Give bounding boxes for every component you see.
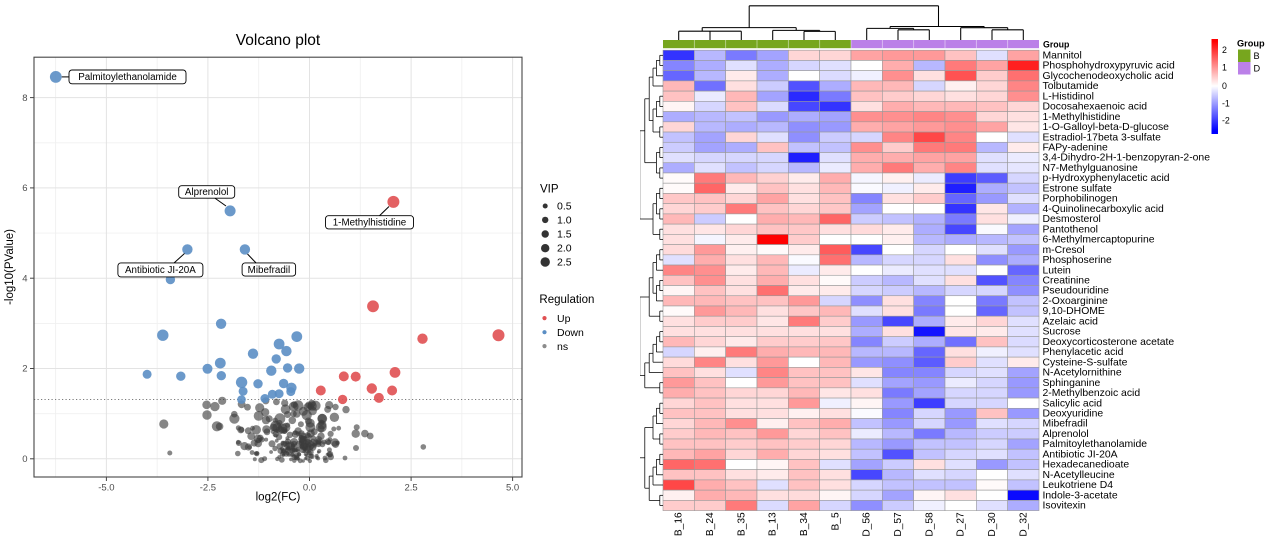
svg-text:4: 4 bbox=[22, 273, 27, 284]
svg-text:1.5: 1.5 bbox=[557, 229, 572, 241]
svg-text:0.0: 0.0 bbox=[303, 483, 316, 494]
svg-text:B: B bbox=[1254, 51, 1260, 61]
svg-text:0.5: 0.5 bbox=[557, 201, 572, 213]
svg-text:log2(FC): log2(FC) bbox=[256, 492, 301, 504]
svg-text:9,10-DHOME: 9,10-DHOME bbox=[1043, 306, 1105, 317]
svg-text:-5.0: -5.0 bbox=[98, 483, 114, 494]
svg-text:Phosphoserine: Phosphoserine bbox=[1043, 255, 1113, 266]
svg-text:ns: ns bbox=[557, 341, 568, 353]
svg-text:N7-Methylguanosine: N7-Methylguanosine bbox=[1043, 163, 1139, 174]
svg-text:6-Methylmercaptopurine: 6-Methylmercaptopurine bbox=[1043, 235, 1155, 246]
svg-text:-2.5: -2.5 bbox=[200, 483, 216, 494]
svg-text:VIP: VIP bbox=[540, 184, 559, 196]
svg-text:Palmitoylethanolamide: Palmitoylethanolamide bbox=[1043, 439, 1148, 450]
svg-text:Tolbutamide: Tolbutamide bbox=[1043, 81, 1099, 92]
svg-text:Phosphohydroxypyruvic acid: Phosphohydroxypyruvic acid bbox=[1043, 61, 1175, 72]
svg-text:Mannitol: Mannitol bbox=[1043, 50, 1082, 61]
svg-text:Isovitexin: Isovitexin bbox=[1043, 501, 1087, 512]
svg-text:Group: Group bbox=[1043, 40, 1070, 50]
svg-text:B_13: B_13 bbox=[768, 512, 779, 536]
svg-text:FAPy-adenine: FAPy-adenine bbox=[1043, 143, 1108, 154]
svg-text:B_5: B_5 bbox=[830, 512, 841, 530]
svg-text:Leukotriene D4: Leukotriene D4 bbox=[1043, 480, 1114, 491]
svg-text:-2: -2 bbox=[1222, 116, 1230, 126]
svg-text:Mibefradil: Mibefradil bbox=[248, 265, 290, 276]
svg-text:B_35: B_35 bbox=[736, 512, 747, 536]
svg-text:Pseudouridine: Pseudouridine bbox=[1043, 286, 1110, 297]
svg-text:2.0: 2.0 bbox=[557, 243, 572, 255]
svg-text:Indole-3-acetate: Indole-3-acetate bbox=[1043, 490, 1118, 501]
svg-text:-1: -1 bbox=[1222, 99, 1230, 109]
svg-text:4-Quinolinecarboxylic acid: 4-Quinolinecarboxylic acid bbox=[1043, 204, 1165, 215]
svg-text:Antibiotic JI-20A: Antibiotic JI-20A bbox=[1043, 449, 1118, 460]
svg-text:D_30: D_30 bbox=[987, 512, 998, 537]
svg-text:Sphinganine: Sphinganine bbox=[1043, 378, 1101, 389]
svg-text:5.0: 5.0 bbox=[506, 483, 519, 494]
svg-text:Palmitoylethanolamide: Palmitoylethanolamide bbox=[78, 72, 177, 83]
svg-text:Cysteine-S-sulfate: Cysteine-S-sulfate bbox=[1043, 357, 1128, 368]
svg-text:Estrone sulfate: Estrone sulfate bbox=[1043, 183, 1113, 194]
svg-text:D_56: D_56 bbox=[862, 512, 873, 537]
svg-text:B_16: B_16 bbox=[674, 512, 685, 536]
svg-text:8: 8 bbox=[22, 93, 27, 104]
svg-text:3,4-Dihydro-2H-1-benzopyran-2-: 3,4-Dihydro-2H-1-benzopyran-2-one bbox=[1043, 153, 1211, 164]
svg-text:2-Oxoarginine: 2-Oxoarginine bbox=[1043, 296, 1108, 307]
svg-text:2.5: 2.5 bbox=[557, 257, 572, 269]
svg-text:2.5: 2.5 bbox=[404, 483, 417, 494]
svg-text:Docosahexaenoic acid: Docosahexaenoic acid bbox=[1043, 102, 1148, 113]
svg-text:p-Hydroxyphenylacetic acid: p-Hydroxyphenylacetic acid bbox=[1043, 173, 1170, 184]
svg-text:N-Acetylleucine: N-Acetylleucine bbox=[1043, 470, 1115, 481]
svg-text:m-Cresol: m-Cresol bbox=[1043, 245, 1085, 256]
svg-text:Desmosterol: Desmosterol bbox=[1043, 214, 1101, 225]
svg-text:Creatinine: Creatinine bbox=[1043, 276, 1091, 287]
svg-text:Salicylic acid: Salicylic acid bbox=[1043, 398, 1103, 409]
svg-text:Mibefradil: Mibefradil bbox=[1043, 419, 1088, 430]
svg-text:6: 6 bbox=[22, 183, 27, 194]
svg-text:D: D bbox=[1254, 64, 1261, 74]
svg-text:1-O-Galloyl-beta-D-glucose: 1-O-Galloyl-beta-D-glucose bbox=[1043, 122, 1170, 133]
svg-text:Glycochenodeoxycholic acid: Glycochenodeoxycholic acid bbox=[1043, 71, 1174, 82]
svg-text:Alprenolol: Alprenolol bbox=[1043, 429, 1089, 440]
svg-text:D_58: D_58 bbox=[924, 512, 935, 537]
svg-text:Pantothenol: Pantothenol bbox=[1043, 224, 1098, 235]
svg-text:0: 0 bbox=[1222, 81, 1227, 91]
svg-text:Up: Up bbox=[557, 313, 571, 325]
svg-text:D_57: D_57 bbox=[893, 512, 904, 537]
svg-text:1: 1 bbox=[1222, 63, 1227, 73]
svg-text:-log10(PValue): -log10(PValue) bbox=[4, 229, 16, 305]
svg-text:2-Methylbenzoic acid: 2-Methylbenzoic acid bbox=[1043, 388, 1141, 399]
svg-text:D_27: D_27 bbox=[956, 512, 967, 537]
svg-text:Hexadecanedioate: Hexadecanedioate bbox=[1043, 460, 1130, 471]
svg-text:Alprenolol: Alprenolol bbox=[185, 187, 229, 198]
svg-text:Volcano plot: Volcano plot bbox=[236, 32, 321, 49]
svg-text:Sucrose: Sucrose bbox=[1043, 327, 1081, 338]
svg-text:1-Methylhistidine: 1-Methylhistidine bbox=[1043, 112, 1121, 123]
svg-text:Deoxycorticosterone acetate: Deoxycorticosterone acetate bbox=[1043, 337, 1175, 348]
svg-text:B_34: B_34 bbox=[799, 512, 810, 536]
svg-text:2: 2 bbox=[22, 364, 27, 375]
svg-text:Deoxyuridine: Deoxyuridine bbox=[1043, 409, 1104, 420]
svg-text:Regulation: Regulation bbox=[539, 294, 594, 306]
svg-text:Antibiotic JI-20A: Antibiotic JI-20A bbox=[125, 265, 196, 276]
svg-text:Down: Down bbox=[557, 327, 584, 339]
svg-text:B_24: B_24 bbox=[705, 512, 716, 536]
svg-text:N-Acetylornithine: N-Acetylornithine bbox=[1043, 368, 1122, 379]
svg-text:L-Histidinol: L-Histidinol bbox=[1043, 91, 1094, 102]
svg-text:Estradiol-17beta 3-sulfate: Estradiol-17beta 3-sulfate bbox=[1043, 132, 1162, 143]
svg-text:Porphobilinogen: Porphobilinogen bbox=[1043, 194, 1118, 205]
svg-text:D_32: D_32 bbox=[1018, 512, 1029, 537]
svg-text:Group: Group bbox=[1237, 39, 1265, 49]
svg-text:1-Methylhistidine: 1-Methylhistidine bbox=[333, 218, 407, 229]
svg-text:0: 0 bbox=[22, 454, 27, 465]
svg-text:Azelaic acid: Azelaic acid bbox=[1043, 316, 1099, 327]
svg-text:1.0: 1.0 bbox=[557, 214, 572, 226]
svg-text:Phenylacetic acid: Phenylacetic acid bbox=[1043, 347, 1124, 358]
svg-text:2: 2 bbox=[1222, 45, 1227, 55]
svg-text:Lutein: Lutein bbox=[1043, 265, 1072, 276]
